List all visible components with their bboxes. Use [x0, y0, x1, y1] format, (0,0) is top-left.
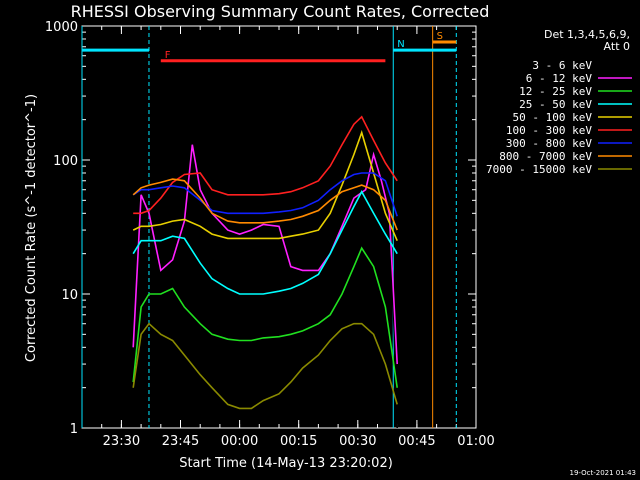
series-line	[133, 115, 398, 215]
series-line	[132, 130, 398, 242]
legend-label: 7000 - 15000 keV	[486, 163, 592, 176]
x-tick-label: 00:30	[339, 434, 376, 449]
legend-label: 6 - 12 keV	[526, 72, 593, 85]
legend-label: 800 - 7000 keV	[499, 150, 592, 163]
flag-label: N	[397, 39, 404, 50]
detector-note-line-1: Det 1,3,4,5,6,9,	[544, 28, 630, 41]
flag-label: F	[165, 50, 171, 61]
detector-note-line-2: Att 0	[604, 40, 630, 53]
series-line	[132, 246, 398, 388]
y-tick-label: 10	[61, 288, 78, 303]
y-tick-label: 100	[53, 154, 78, 169]
x-tick-label: 23:45	[162, 434, 199, 449]
y-axis-label: Corrected Count Rate (s^-1 detector^-1)	[24, 94, 39, 362]
series-line	[132, 144, 398, 365]
plot-area: 1 10 100 1000 23:30 23:45 00:00 00:15 00:30 00:45…	[45, 20, 495, 449]
x-tick-label: 00:00	[221, 434, 258, 449]
legend-label: 50 - 100 keV	[513, 111, 593, 124]
y-tick-label: 1000	[45, 20, 78, 35]
legend-label: 300 - 800 keV	[506, 137, 592, 150]
series-line	[132, 172, 398, 429]
chart-title: RHESSI Observing Summary Count Rates, Co…	[71, 2, 490, 21]
legend-label: 3 - 6 keV	[532, 59, 592, 72]
series-line	[132, 322, 398, 410]
legend-label: 100 - 300 keV	[506, 124, 592, 137]
legend-label: 12 - 25 keV	[519, 85, 592, 98]
x-tick-label: 00:15	[280, 434, 317, 449]
x-tick-label: 23:30	[103, 434, 140, 449]
y-tick-label: 1	[70, 422, 78, 437]
x-tick-label: 01:00	[457, 434, 494, 449]
legend-label: 25 - 50 keV	[519, 98, 592, 111]
series-line	[132, 178, 398, 231]
series-line	[132, 172, 398, 217]
footer-date: 19-Oct-2021 01:43	[570, 469, 636, 477]
x-tick-label: 00:45	[398, 434, 435, 449]
x-axis-label: Start Time (14-May-13 23:20:02)	[179, 456, 393, 471]
flag-label: S	[437, 31, 443, 42]
series-line	[132, 190, 398, 295]
